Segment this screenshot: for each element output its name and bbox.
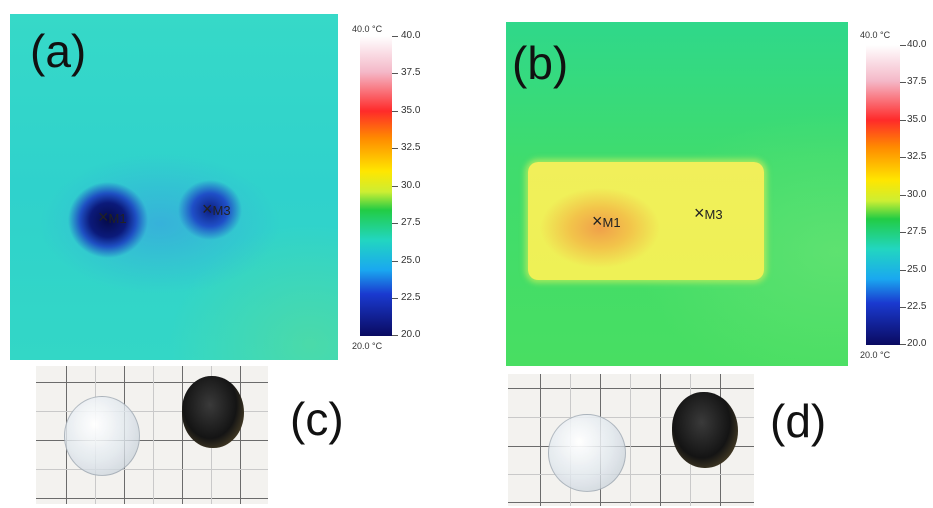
colorbar-min-label: 20.0 °C bbox=[860, 350, 891, 360]
tick-mark bbox=[900, 270, 906, 271]
marker-m1-b: ×M1 bbox=[592, 211, 621, 231]
colorbar-max-label: 40.0 °C bbox=[352, 24, 383, 34]
tick-mark bbox=[392, 261, 398, 262]
grid-line bbox=[240, 366, 241, 504]
grid-line bbox=[36, 440, 268, 441]
tick-label: 37.5 bbox=[401, 67, 421, 78]
marker-label: M3 bbox=[212, 203, 231, 218]
tick-mark bbox=[392, 223, 398, 224]
grid-line bbox=[508, 388, 754, 389]
colorbar-min-label: 20.0 °C bbox=[352, 341, 383, 351]
tick-label: 27.5 bbox=[401, 217, 421, 228]
tick-label: 40.0 bbox=[401, 30, 421, 41]
tick-mark bbox=[900, 195, 906, 196]
tick-label: 20.0 bbox=[907, 338, 927, 349]
grid-line bbox=[660, 374, 661, 506]
grid-line bbox=[36, 498, 268, 499]
colorbar-gradient bbox=[360, 36, 392, 336]
panel-label-d: (d) bbox=[770, 395, 827, 447]
tick-mark bbox=[392, 73, 398, 74]
dark-droplet bbox=[182, 376, 244, 448]
grid-line bbox=[630, 374, 631, 506]
grid-line bbox=[36, 382, 268, 383]
tick-mark bbox=[392, 298, 398, 299]
tick-mark bbox=[900, 82, 906, 83]
thermal-image-a: ×M1 ×M3 bbox=[10, 14, 338, 360]
warm-region bbox=[528, 162, 764, 280]
sample-photo-c bbox=[36, 366, 268, 504]
tick-label: 30.0 bbox=[907, 189, 927, 200]
marker-m1-a: ×M1 bbox=[98, 207, 127, 227]
marker-m3-b: ×M3 bbox=[694, 203, 723, 223]
panel-label-a: (a) bbox=[30, 25, 87, 77]
tick-label: 37.5 bbox=[907, 76, 927, 87]
marker-label: M3 bbox=[704, 207, 723, 222]
tick-label: 35.0 bbox=[907, 114, 927, 125]
tick-mark bbox=[392, 111, 398, 112]
tick-label: 40.0 bbox=[907, 39, 927, 50]
grid-line bbox=[36, 411, 268, 412]
tick-mark bbox=[900, 45, 906, 46]
marker-m3-a: ×M3 bbox=[202, 199, 231, 219]
tick-label: 32.5 bbox=[401, 142, 421, 153]
dark-droplet bbox=[672, 392, 738, 468]
tick-label: 32.5 bbox=[907, 151, 927, 162]
tick-mark bbox=[900, 232, 906, 233]
tick-mark bbox=[900, 120, 906, 121]
tick-label: 27.5 bbox=[907, 226, 927, 237]
marker-label: M1 bbox=[602, 215, 621, 230]
grid-line bbox=[508, 417, 754, 418]
clear-droplet bbox=[64, 396, 140, 476]
tick-mark bbox=[900, 344, 906, 345]
thermal-image-b: ×M1 ×M3 bbox=[506, 22, 848, 366]
tick-label: 25.0 bbox=[401, 255, 421, 266]
grid-line bbox=[508, 502, 754, 503]
panel-label-c: (c) bbox=[290, 393, 344, 445]
grid-line bbox=[153, 366, 154, 504]
grid-line bbox=[540, 374, 541, 506]
panel-label-b: (b) bbox=[512, 37, 569, 89]
tick-mark bbox=[392, 186, 398, 187]
tick-label: 22.5 bbox=[907, 301, 927, 312]
grid-line bbox=[36, 469, 268, 470]
clear-droplet bbox=[548, 414, 626, 492]
tick-label: 20.0 bbox=[401, 329, 421, 340]
tick-label: 35.0 bbox=[401, 105, 421, 116]
sample-photo-d bbox=[508, 374, 754, 506]
tick-label: 22.5 bbox=[401, 292, 421, 303]
tick-label: 30.0 bbox=[401, 180, 421, 191]
tick-mark bbox=[392, 36, 398, 37]
grid-line bbox=[182, 366, 183, 504]
tick-mark bbox=[392, 335, 398, 336]
marker-label: M1 bbox=[108, 211, 127, 226]
tick-mark bbox=[392, 148, 398, 149]
tick-label: 25.0 bbox=[907, 264, 927, 275]
colorbar-gradient bbox=[866, 45, 900, 345]
grid-line bbox=[508, 446, 754, 447]
grid-line bbox=[508, 474, 754, 475]
tick-mark bbox=[900, 307, 906, 308]
tick-mark bbox=[900, 157, 906, 158]
colorbar-max-label: 40.0 °C bbox=[860, 30, 891, 40]
